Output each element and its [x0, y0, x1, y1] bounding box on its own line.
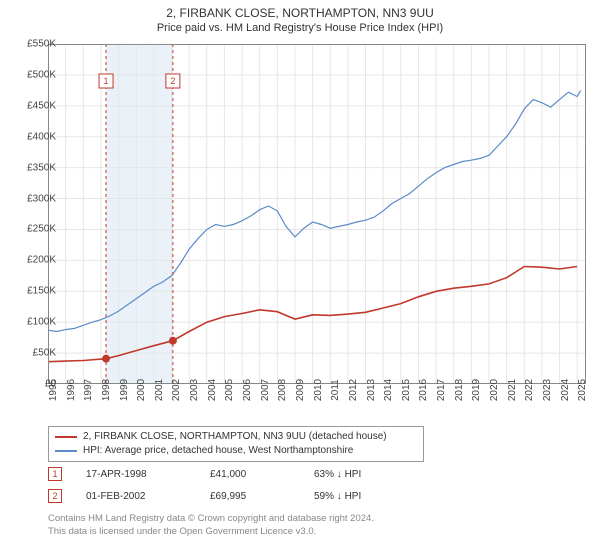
x-tick-label: 2013	[366, 379, 377, 401]
sale-event-price: £41,000	[210, 469, 290, 480]
x-tick-label: 2015	[401, 379, 412, 401]
chart-svg: 12	[48, 44, 586, 384]
x-tick-label: 2009	[295, 379, 306, 401]
y-tick-label: £100K	[27, 317, 56, 328]
legend-item: 2, FIRBANK CLOSE, NORTHAMPTON, NN3 9UU (…	[55, 430, 417, 444]
legend-swatch	[55, 450, 77, 452]
legend: 2, FIRBANK CLOSE, NORTHAMPTON, NN3 9UU (…	[48, 426, 424, 462]
legend-swatch	[55, 436, 77, 438]
x-tick-label: 1999	[119, 379, 130, 401]
y-tick-label: £550K	[27, 39, 56, 50]
x-tick-label: 2025	[577, 379, 588, 401]
footer-line-1: Contains HM Land Registry data © Crown c…	[48, 512, 374, 525]
x-tick-label: 2001	[154, 379, 165, 401]
svg-text:2: 2	[170, 76, 175, 86]
x-tick-label: 2002	[171, 379, 182, 401]
chart-area: 12	[48, 44, 586, 384]
x-tick-label: 1995	[48, 379, 59, 401]
x-tick-label: 2021	[507, 379, 518, 401]
x-tick-label: 1996	[66, 379, 77, 401]
y-tick-label: £500K	[27, 69, 56, 80]
x-tick-label: 2023	[542, 379, 553, 401]
sale-event-delta: 63% ↓ HPI	[314, 469, 404, 480]
x-tick-label: 2012	[348, 379, 359, 401]
x-tick-label: 2008	[277, 379, 288, 401]
y-tick-label: £250K	[27, 224, 56, 235]
sale-event-date: 01-FEB-2002	[86, 491, 186, 502]
y-tick-label: £400K	[27, 131, 56, 142]
sale-event-marker: 1	[48, 467, 62, 481]
sale-event-date: 17-APR-1998	[86, 469, 186, 480]
x-tick-label: 2022	[524, 379, 535, 401]
x-tick-label: 2024	[560, 379, 571, 401]
footer-line-2: This data is licensed under the Open Gov…	[48, 525, 374, 538]
sale-event-delta: 59% ↓ HPI	[314, 491, 404, 502]
y-tick-label: £150K	[27, 286, 56, 297]
x-tick-label: 2011	[330, 379, 341, 401]
x-tick-label: 1997	[83, 379, 94, 401]
y-tick-label: £200K	[27, 255, 56, 266]
x-tick-label: 2007	[260, 379, 271, 401]
y-tick-label: £450K	[27, 100, 56, 111]
x-tick-label: 2010	[313, 379, 324, 401]
sale-event-price: £69,995	[210, 491, 290, 502]
x-tick-label: 2018	[454, 379, 465, 401]
x-tick-label: 2005	[224, 379, 235, 401]
x-tick-label: 2020	[489, 379, 500, 401]
chart-subtitle: Price paid vs. HM Land Registry's House …	[0, 20, 600, 38]
y-tick-label: £300K	[27, 193, 56, 204]
x-tick-label: 2004	[207, 379, 218, 401]
x-tick-label: 2016	[418, 379, 429, 401]
x-tick-label: 2003	[189, 379, 200, 401]
chart-container: 2, FIRBANK CLOSE, NORTHAMPTON, NN3 9UU P…	[0, 0, 600, 560]
x-tick-label: 2006	[242, 379, 253, 401]
sale-event-row: 1 17-APR-1998 £41,000 63% ↓ HPI	[48, 466, 404, 482]
legend-label: 2, FIRBANK CLOSE, NORTHAMPTON, NN3 9UU (…	[83, 430, 387, 444]
x-tick-label: 2019	[471, 379, 482, 401]
x-tick-label: 2000	[136, 379, 147, 401]
sale-event-row: 2 01-FEB-2002 £69,995 59% ↓ HPI	[48, 488, 404, 504]
sale-event-marker: 2	[48, 489, 62, 503]
footer-attribution: Contains HM Land Registry data © Crown c…	[48, 512, 374, 538]
y-tick-label: £350K	[27, 162, 56, 173]
legend-label: HPI: Average price, detached house, West…	[83, 444, 353, 458]
x-tick-label: 2017	[436, 379, 447, 401]
x-tick-label: 1998	[101, 379, 112, 401]
legend-item: HPI: Average price, detached house, West…	[55, 444, 417, 458]
sale-events-table: 1 17-APR-1998 £41,000 63% ↓ HPI 2 01-FEB-2002…	[48, 466, 404, 510]
svg-text:1: 1	[104, 76, 109, 86]
x-tick-label: 2014	[383, 379, 394, 401]
y-tick-label: £50K	[33, 348, 56, 359]
chart-title: 2, FIRBANK CLOSE, NORTHAMPTON, NN3 9UU	[0, 0, 600, 20]
